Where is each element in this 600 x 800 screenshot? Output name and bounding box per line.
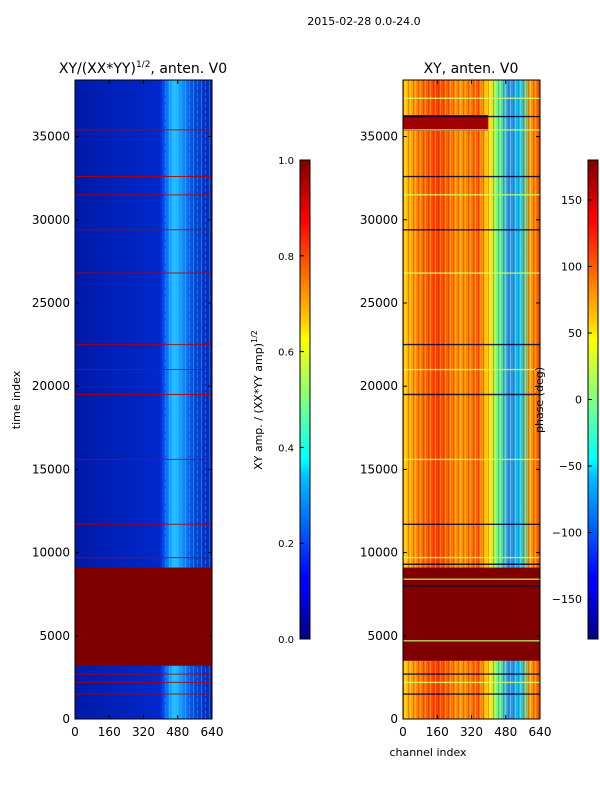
y-tick-label: 25000 [360,296,398,310]
y-tick-label: 30000 [360,213,398,227]
amplitude-colorbar-label: XY amp. / (XX*YY amp)1/2 [250,330,265,470]
x-tick-label: 320 [460,725,483,739]
x-tick-label: 160 [98,725,121,739]
y-tick-label: 10000 [360,546,398,560]
amplitude-ylabel: time index [10,370,23,429]
y-tick-label: 15000 [32,462,70,476]
phase-heatmap [403,80,540,719]
phase-panel: XY, anten. V0 0 160 320 480 640 0 5000 10000 15… [360,61,552,759]
y-tick-label: 30000 [32,213,70,227]
amplitude-title: XY/(XX*YY)1/2, anten. V0 [59,60,227,77]
x-tick-label: 0 [399,725,407,739]
phase-flagged-rows [403,97,540,695]
amplitude-colorbar: 0.0 0.2 0.4 0.6 0.8 1.0 XY amp. / (XX*YY amp)… [250,156,311,646]
y-tick-label: 5000 [39,629,70,643]
y-tick-label: 0 [390,712,398,726]
colorbar-tick-label: 0.4 [278,443,294,454]
y-tick-label: 15000 [360,462,398,476]
amplitude-colorbar-label-main: XY amp. / (XX*YY amp) [252,343,265,470]
colorbar-tick-label: −100 [552,527,582,540]
x-tick-label: 160 [426,725,449,739]
x-tick-label: 480 [494,725,517,739]
phase-xlabel: channel index [389,746,467,759]
colorbar-tick-label: −50 [559,460,582,473]
y-tick-label: 5000 [367,629,398,643]
phase-saturated-block [403,567,540,661]
y-tick-label: 25000 [32,296,70,310]
x-tick-label: 0 [71,725,79,739]
amplitude-colorbar-label-exponent: 1/2 [250,330,259,343]
y-tick-label: 35000 [32,130,70,144]
x-tick-label: 640 [529,725,552,739]
phase-y-ticks: 0 5000 10000 15000 20000 25000 30000 35000 [360,130,540,726]
y-tick-label: 20000 [360,379,398,393]
amplitude-heatmap [75,80,212,719]
colorbar-tick-label: 50 [568,327,582,340]
colorbar-tick-label: 1.0 [278,156,294,167]
amplitude-x-ticks: 0 160 320 480 640 [71,80,223,739]
amplitude-y-ticks: 0 5000 10000 15000 20000 25000 30000 35000 [32,130,212,726]
amplitude-title-main: XY/(XX*YY) [59,61,136,77]
colorbar-tick-label: 100 [561,260,582,273]
amplitude-colorbar-ticks: 0.0 0.2 0.4 0.6 0.8 1.0 [278,156,304,646]
colorbar-tick-label: 0.8 [278,252,294,263]
amplitude-title-suffix: , anten. V0 [150,61,227,77]
y-tick-label: 35000 [360,130,398,144]
y-tick-label: 10000 [32,546,70,560]
colorbar-tick-label: 150 [561,194,582,207]
colorbar-tick-label: 0.0 [278,635,294,646]
figure-suptitle: 2015-02-28 0.0-24.0 [307,15,420,28]
phase-colorbar-label: phase (deg) [533,367,546,433]
phase-top-red-band [403,115,488,131]
x-tick-label: 480 [166,725,189,739]
x-tick-label: 320 [132,725,155,739]
amplitude-saturated-block [75,567,212,666]
phase-x-ticks: 0 160 320 480 640 [399,80,551,739]
x-tick-label: 640 [201,725,224,739]
colorbar-tick-label: 0.6 [278,348,294,359]
phase-title: XY, anten. V0 [424,61,519,77]
y-tick-label: 0 [62,712,70,726]
phase-colorbar-ticks: −150 −100 −50 0 50 100 150 [552,194,592,606]
y-tick-label: 20000 [32,379,70,393]
amplitude-flagged-rows [75,129,212,695]
phase-colorbar: phase (deg) −150 −100 −50 0 50 100 150 [533,159,599,640]
amplitude-title-exponent: 1/2 [136,60,150,70]
amplitude-colorbar-gradient [299,159,311,640]
colorbar-tick-label: 0 [575,394,582,407]
colorbar-tick-label: −150 [552,593,582,606]
colorbar-tick-label: 0.2 [278,539,294,550]
amplitude-panel: XY/(XX*YY)1/2, anten. V0 0 160 320 480 640 0… [10,60,227,739]
